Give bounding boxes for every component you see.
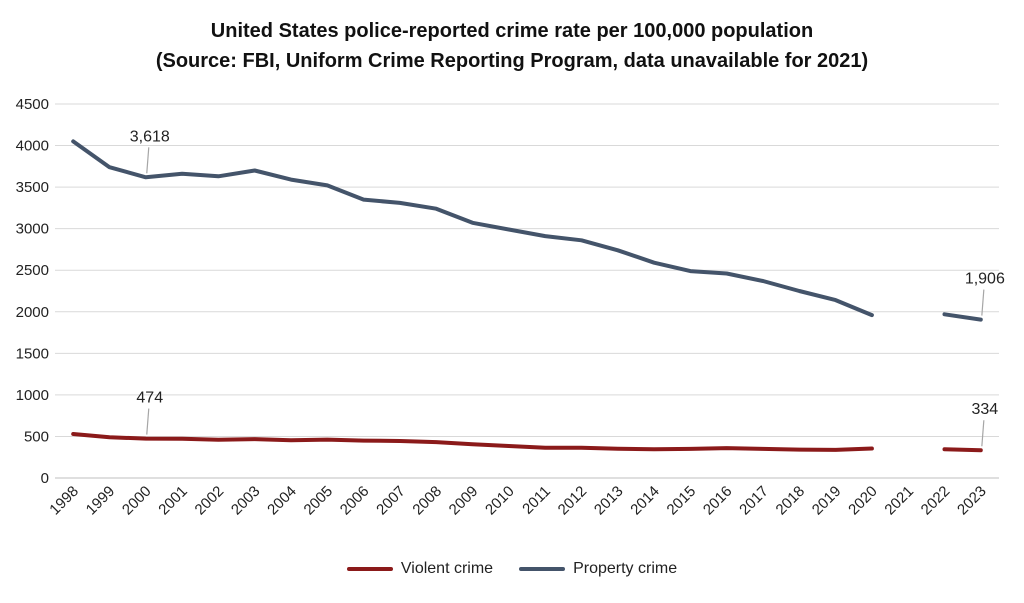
x-tick-label: 2000 [119, 483, 155, 519]
x-tick-label: 2004 [264, 483, 300, 519]
data-label: 1,906 [965, 271, 1005, 288]
data-label: 3,618 [130, 128, 170, 145]
legend-swatch-property [519, 567, 566, 571]
data-label: 334 [971, 401, 998, 418]
data-label-leader [981, 420, 985, 447]
series-line-violent [942, 447, 983, 453]
x-tick-label: 2018 [773, 483, 809, 519]
x-tick-label: 2021 [881, 483, 917, 519]
x-tick-label: 2010 [482, 483, 518, 519]
legend-item-violent: Violent crime [346, 560, 494, 578]
x-tick-label: 2008 [409, 483, 445, 519]
x-tick-label: 2013 [591, 483, 627, 519]
y-tick-label: 4000 [16, 138, 49, 155]
x-tick-label: 2003 [228, 483, 264, 519]
y-tick-label: 2000 [16, 304, 49, 321]
y-tick-label: 1500 [16, 345, 49, 362]
x-tick-label: 2007 [373, 483, 409, 519]
x-tick-label: 2014 [627, 483, 663, 519]
y-tick-label: 3500 [16, 179, 49, 196]
legend: Violent crime Property crime [0, 560, 1024, 578]
series-line-property [942, 312, 983, 322]
x-tick-label: 2023 [954, 483, 990, 519]
legend-item-property: Property crime [519, 560, 677, 578]
data-label-leader [146, 147, 150, 174]
legend-swatch-violent [346, 567, 393, 571]
y-tick-label: 4500 [16, 96, 49, 113]
x-tick-label: 1998 [46, 483, 82, 519]
x-tick-label: 2022 [918, 483, 954, 519]
x-tick-label: 1999 [83, 483, 119, 519]
series-line-property [71, 139, 874, 318]
x-tick-label: 2005 [301, 483, 337, 519]
y-tick-label: 500 [24, 428, 49, 445]
data-label-leader [146, 408, 150, 435]
x-tick-label: 2006 [337, 483, 373, 519]
x-tick-label: 2009 [446, 483, 482, 519]
x-tick-label: 2019 [809, 483, 845, 519]
data-label: 474 [136, 390, 163, 407]
y-tick-label: 2500 [16, 262, 49, 279]
y-tick-label: 0 [41, 470, 49, 487]
y-tick-label: 3000 [16, 221, 49, 238]
x-tick-label: 2015 [664, 483, 700, 519]
chart-subtitle: (Source: FBI, Uniform Crime Reporting Pr… [155, 50, 869, 72]
x-tick-label: 2017 [736, 483, 772, 519]
y-tick-label: 1000 [16, 387, 49, 404]
x-tick-label: 2011 [519, 483, 554, 518]
chart-title: United States police-reported crime rate… [210, 20, 814, 42]
x-tick-label: 2002 [192, 483, 228, 519]
legend-label-property: Property crime [573, 560, 678, 577]
x-tick-label: 2001 [155, 483, 191, 519]
x-tick-label: 2020 [845, 483, 881, 519]
x-tick-label: 2016 [700, 483, 736, 519]
x-tick-label: 2012 [555, 483, 591, 519]
data-label-leader [981, 289, 985, 316]
series-line-violent [71, 432, 874, 452]
legend-label-violent: Violent crime [400, 560, 494, 577]
